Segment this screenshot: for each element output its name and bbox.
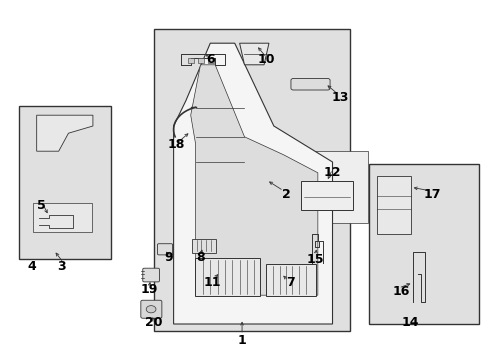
Bar xyxy=(198,58,203,63)
Text: 5: 5 xyxy=(37,199,46,212)
Text: 15: 15 xyxy=(306,253,324,266)
Text: 7: 7 xyxy=(286,276,295,289)
Bar xyxy=(188,58,194,63)
Polygon shape xyxy=(239,43,268,65)
Text: 9: 9 xyxy=(164,251,173,264)
FancyBboxPatch shape xyxy=(265,264,316,296)
FancyBboxPatch shape xyxy=(300,181,352,210)
FancyBboxPatch shape xyxy=(290,78,329,90)
FancyBboxPatch shape xyxy=(192,239,216,253)
Text: 20: 20 xyxy=(145,316,163,329)
Text: 19: 19 xyxy=(140,283,158,296)
Text: 11: 11 xyxy=(203,276,221,289)
FancyBboxPatch shape xyxy=(376,176,410,234)
FancyBboxPatch shape xyxy=(368,164,478,324)
FancyBboxPatch shape xyxy=(194,258,260,296)
Text: 4: 4 xyxy=(27,260,36,273)
Text: 16: 16 xyxy=(391,285,409,298)
Polygon shape xyxy=(190,65,317,295)
Bar xyxy=(207,58,213,63)
Text: 13: 13 xyxy=(330,91,348,104)
Text: 2: 2 xyxy=(281,188,290,201)
FancyBboxPatch shape xyxy=(157,244,172,255)
Text: 17: 17 xyxy=(423,188,441,201)
Polygon shape xyxy=(173,43,332,324)
FancyBboxPatch shape xyxy=(33,203,92,232)
Text: 12: 12 xyxy=(323,166,341,179)
FancyBboxPatch shape xyxy=(142,268,159,282)
Text: 18: 18 xyxy=(167,138,184,150)
FancyBboxPatch shape xyxy=(292,151,367,223)
Polygon shape xyxy=(37,115,93,151)
Text: 6: 6 xyxy=(205,53,214,66)
Circle shape xyxy=(146,306,156,313)
Text: 3: 3 xyxy=(57,260,65,273)
FancyBboxPatch shape xyxy=(141,300,162,318)
Text: 8: 8 xyxy=(196,251,204,264)
Text: 10: 10 xyxy=(257,53,275,66)
FancyBboxPatch shape xyxy=(154,29,349,331)
FancyBboxPatch shape xyxy=(19,106,111,259)
Text: 1: 1 xyxy=(237,334,246,347)
Text: 14: 14 xyxy=(401,316,419,329)
